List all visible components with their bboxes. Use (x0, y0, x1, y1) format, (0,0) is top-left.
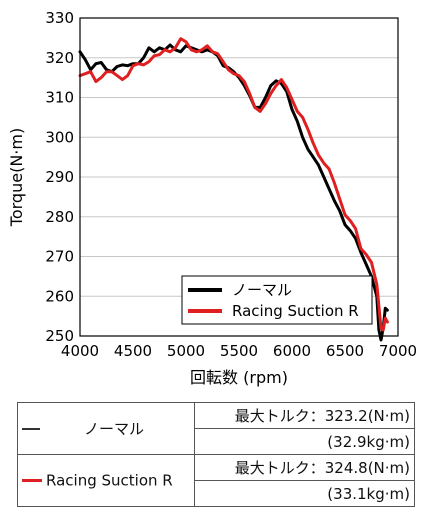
row-name-racing-suction-r: Racing Suction R (46, 471, 173, 490)
y-tick-label: 310 (45, 89, 74, 107)
x-tick-label: 4500 (114, 342, 152, 360)
x-tick-label: 4000 (61, 342, 99, 360)
torque-chart: 250 260 270 280 290 300 310 320 330 4000 4500 5000… (7, 9, 417, 387)
y-tick-labels: 250 260 270 280 290 300 310 320 330 (45, 9, 74, 345)
table-row: ノーマル 最大トルク：323.2(N·m) (17, 402, 415, 455)
y-axis-label: Torque(N·m) (7, 128, 26, 227)
racing-swatch (22, 479, 42, 483)
y-tick-label: 320 (45, 49, 74, 67)
row-name-cell: ノーマル (17, 402, 195, 455)
y-tick-label: 290 (45, 168, 74, 186)
x-tick-labels: 4000 4500 5000 5500 6000 6500 7000 (61, 342, 417, 360)
y-tick-label: 330 (45, 9, 74, 27)
max-torque-kg-cell: (32.9kg·m) (194, 428, 415, 455)
plot-frame (79, 17, 399, 337)
legend: ノーマル Racing Suction R (181, 275, 373, 325)
series-line-1 (78, 37, 389, 332)
y-tick-label: 260 (45, 287, 74, 305)
legend-label-normal: ノーマル (232, 281, 292, 299)
max-torque-kg-cell: (33.1kg·m) (194, 480, 415, 507)
x-tick-label: 7000 (379, 342, 417, 360)
y-tick-label: 250 (45, 327, 74, 345)
legend-box (181, 275, 373, 325)
torque-spec-table: ノーマル 最大トルク：323.2(N·m) (32.9kg·m) Racing … (17, 402, 415, 507)
row-name-normal: ノーマル (84, 420, 145, 438)
series-lines (78, 37, 389, 342)
y-tick-label: 280 (45, 208, 74, 226)
x-axis-label: 回転数 (rpm) (190, 368, 288, 387)
y-tick-label: 270 (45, 248, 74, 266)
gridlines (80, 57, 398, 297)
series-line-0 (78, 43, 389, 342)
legend-label-racing-suction-r: Racing Suction R (232, 302, 359, 320)
normal-swatch (22, 427, 40, 430)
max-torque-cell: 最大トルク：323.2(N·m) (194, 402, 415, 429)
table-row: (33.1kg·m) (18, 480, 415, 507)
x-tick-label: 5000 (167, 342, 205, 360)
table-row: (32.9kg·m) (18, 428, 415, 455)
x-tick-label: 6500 (326, 342, 364, 360)
max-torque-cell: 最大トルク：324.8(N·m) (194, 454, 415, 481)
row-name-cell: Racing Suction R (17, 454, 195, 507)
y-tick-label: 300 (45, 128, 74, 146)
x-tick-label: 5500 (220, 342, 258, 360)
table-row: Racing Suction R 最大トルク：324.8(N·m) (17, 454, 415, 507)
x-tick-label: 6000 (273, 342, 311, 360)
